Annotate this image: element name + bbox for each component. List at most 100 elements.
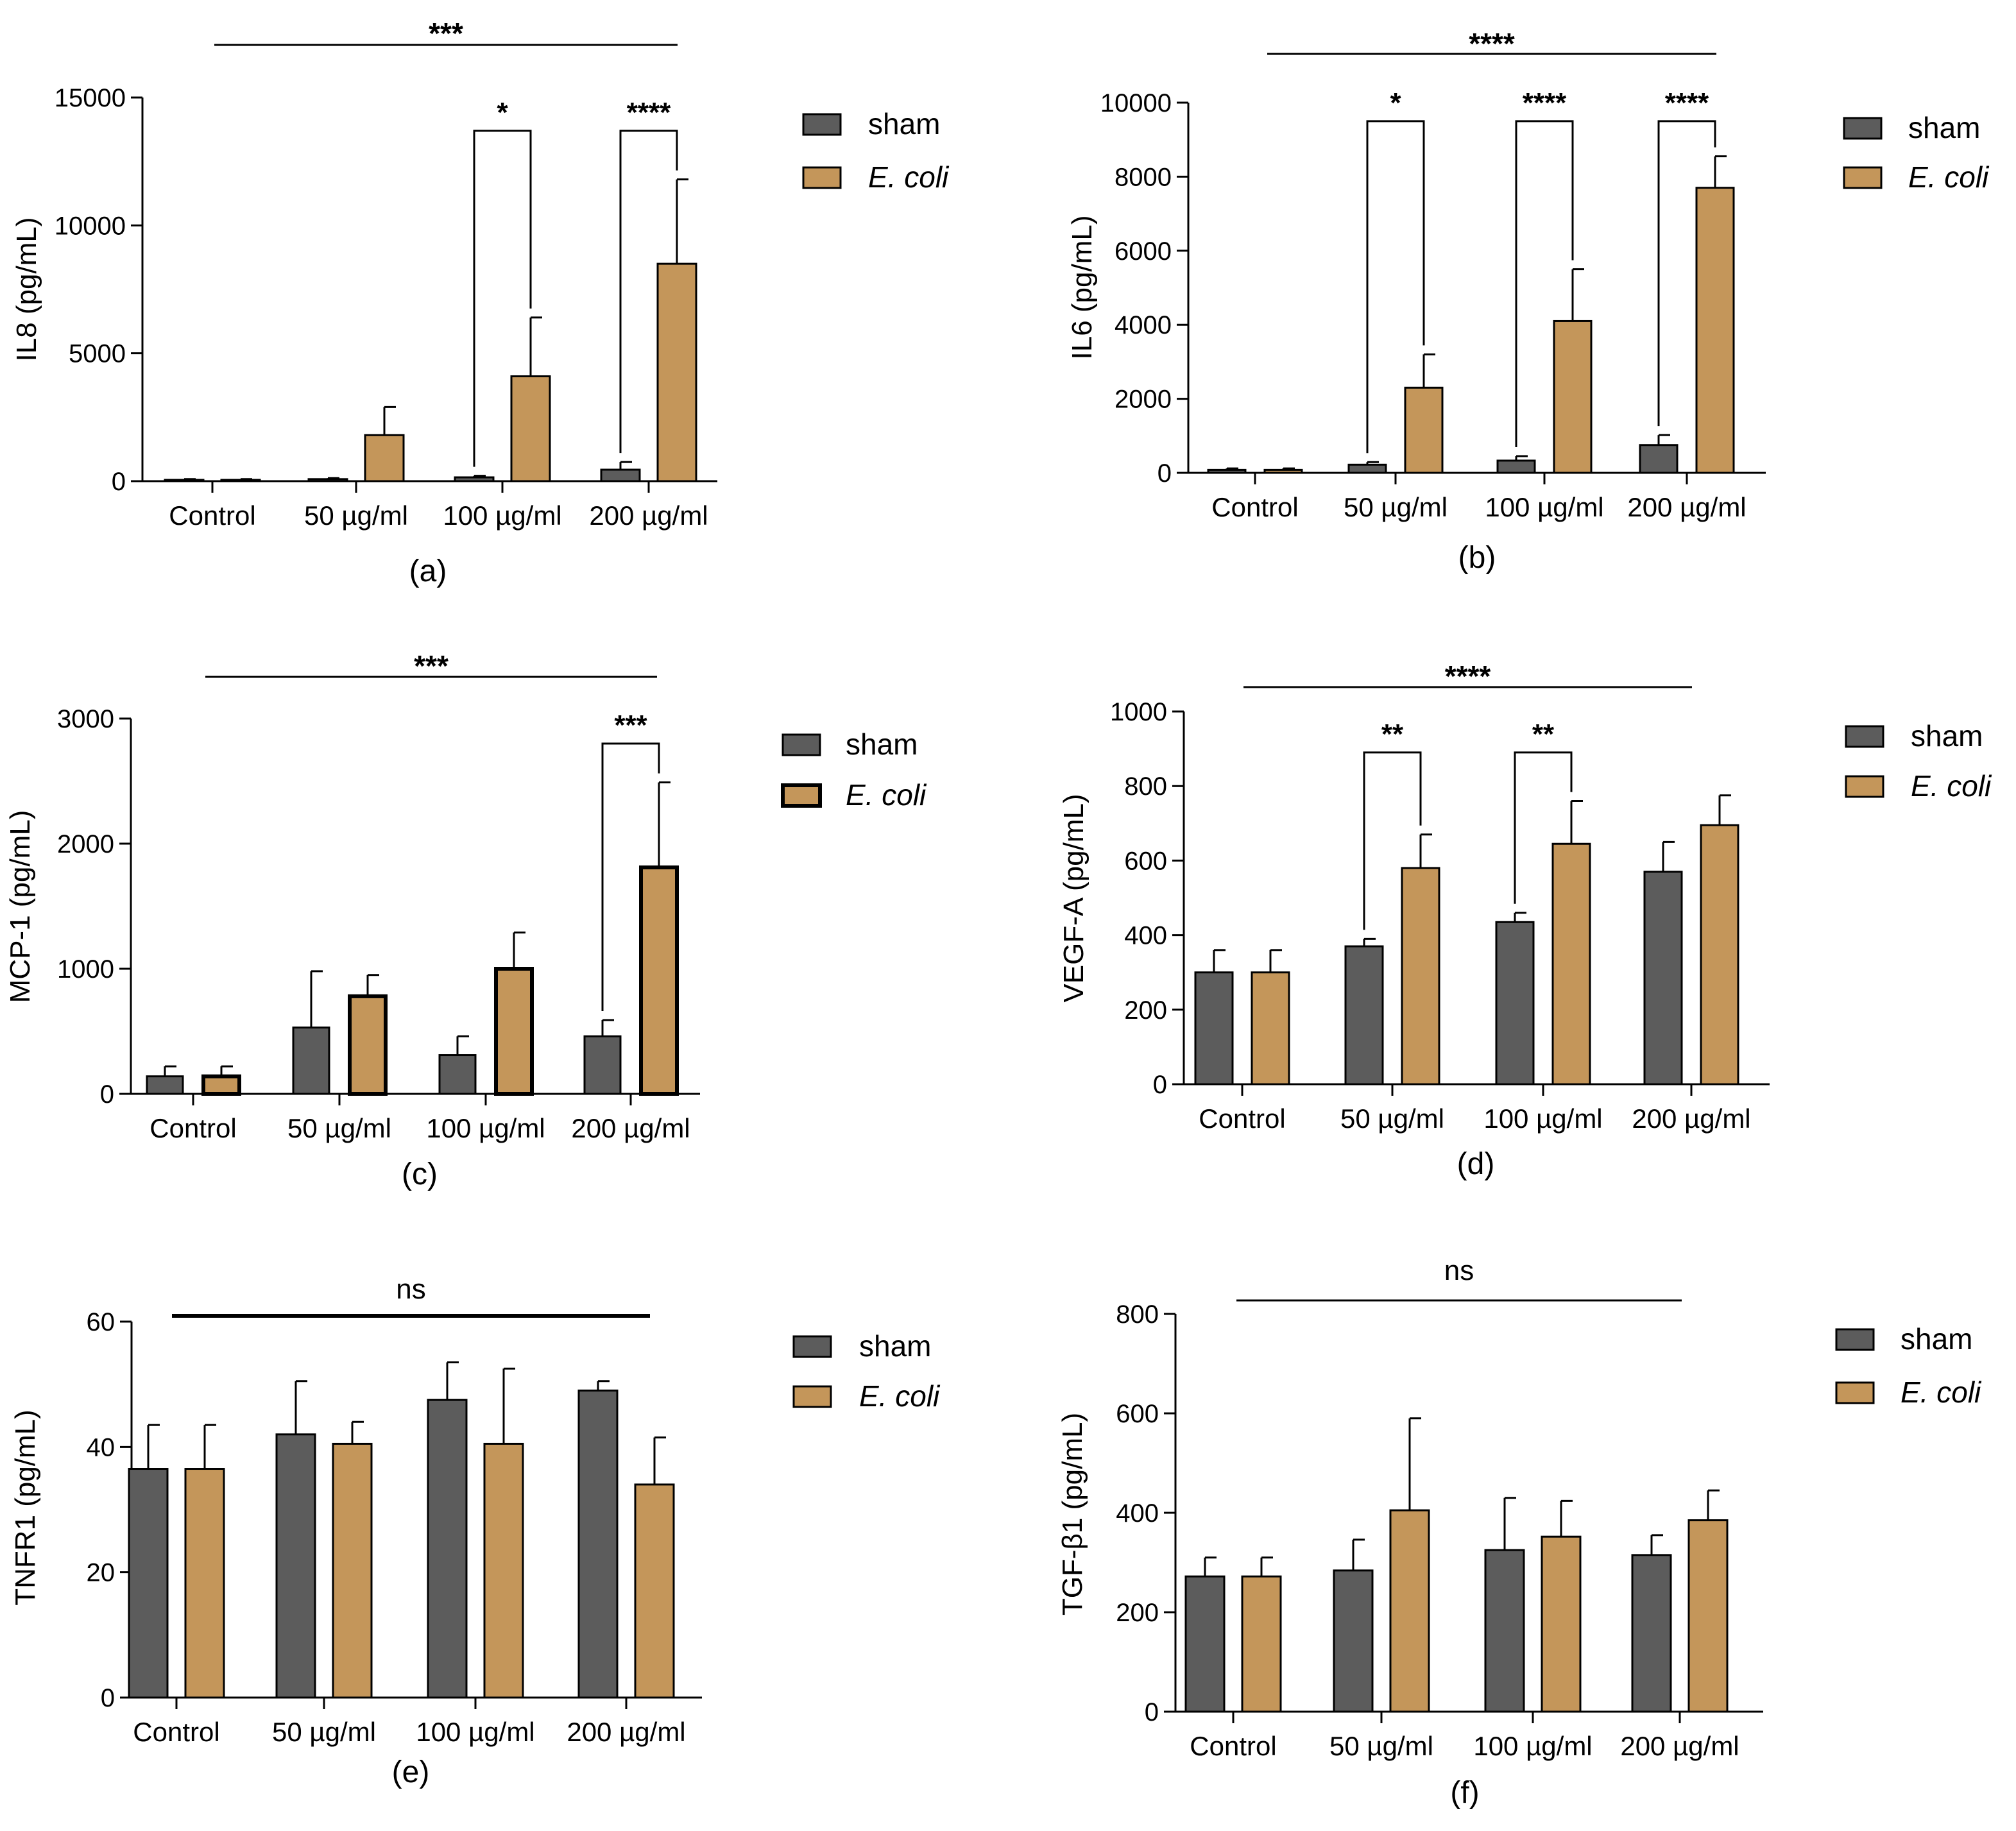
x-tick-label: 50 µg/ml (287, 1113, 391, 1143)
y-axis-title: VEGF-A (pg/mL) (1058, 794, 1089, 1002)
sham-bar-2 (292, 1026, 330, 1095)
y-tick-label: 0 (112, 468, 126, 496)
x-tick-label: Control (1199, 1103, 1285, 1134)
ecoli-bar-4 (634, 1483, 675, 1699)
ecoli-bar-3 (494, 967, 534, 1096)
legend-label-ecoli: E. coli (846, 778, 927, 812)
sham-bar-1 (1207, 468, 1247, 474)
pair-significance-label: **** (1523, 87, 1567, 119)
legend-swatch-sham (782, 733, 821, 756)
ecoli-bar-1 (1263, 468, 1303, 474)
y-tick-label: 4000 (1115, 311, 1172, 339)
x-tick-label: Control (169, 500, 255, 531)
pair-significance-bracket (601, 742, 660, 1011)
y-tick-label: 2000 (1115, 386, 1172, 414)
panel-label: (f) (1450, 1776, 1479, 1810)
y-tick-label: 0 (1157, 459, 1172, 488)
x-tick-label: Control (1211, 492, 1298, 522)
sham-bar-2 (1333, 1569, 1374, 1713)
y-tick-label: 8000 (1115, 163, 1172, 191)
x-tick-label: 200 µg/ml (1620, 1731, 1739, 1761)
y-tick-label: 800 (1116, 1300, 1159, 1329)
ecoli-bar-3 (510, 375, 551, 482)
sham-bar-3 (1484, 1549, 1525, 1713)
sham-bar-1 (1194, 971, 1234, 1086)
ecoli-bar-3 (483, 1442, 524, 1699)
x-tick-label: 200 µg/ml (571, 1113, 690, 1143)
x-tick-label: 50 µg/ml (1340, 1103, 1444, 1134)
panel-label: (e) (392, 1755, 430, 1789)
sham-bar-1 (128, 1468, 169, 1699)
y-tick-label: 0 (101, 1684, 115, 1712)
y-axis-title: TGF-β1 (pg/mL) (1057, 1413, 1088, 1615)
ecoli-bar-2 (1404, 386, 1444, 474)
sham-bar-4 (1643, 871, 1683, 1086)
y-tick-label: 2000 (57, 830, 114, 858)
x-tick-label: 100 µg/ml (1485, 492, 1603, 522)
chart-panel-3: 0 1000 2000 3000 MCP-1 (pg/mL) Control 50 µg/m… (4, 649, 927, 1191)
x-tick-label: Control (1190, 1731, 1276, 1761)
chart-panel-4: 0 200 400 600 800 1000 VEGF-A (pg/mL) Control 50… (1058, 660, 1992, 1181)
ecoli-bar-2 (332, 1442, 373, 1699)
overall-significance-label: **** (1445, 660, 1491, 693)
legend-label-sham: sham (1908, 111, 1980, 144)
y-tick-label: 200 (1116, 1599, 1159, 1627)
legend-swatch-sham (1843, 117, 1883, 140)
ecoli-bar-1 (1251, 971, 1290, 1086)
ecoli-bar-2 (1389, 1509, 1430, 1713)
legend: sham E. coli (1843, 111, 1990, 194)
overall-significance-label: ns (1444, 1255, 1474, 1286)
y-tick-label: 400 (1116, 1499, 1159, 1528)
sham-bar-4 (1631, 1554, 1672, 1713)
x-tick-label: 100 µg/ml (1483, 1103, 1602, 1134)
y-axis-title: TNFR1 (pg/mL) (10, 1409, 41, 1606)
x-tick-label: Control (149, 1113, 236, 1143)
legend-label-ecoli: E. coli (1908, 160, 1990, 194)
sham-bar-2 (275, 1433, 316, 1699)
sham-bar-1 (146, 1075, 184, 1095)
pair-significance-label: **** (627, 97, 671, 128)
x-tick-label: Control (133, 1717, 219, 1747)
pair-significance-bracket (1515, 120, 1574, 448)
legend-swatch-ecoli (1845, 775, 1884, 798)
x-tick-label: 100 µg/ml (443, 500, 561, 531)
overall-significance-label: *** (429, 17, 463, 50)
ecoli-bar-3 (1541, 1535, 1582, 1713)
pair-significance-bracket (1657, 120, 1716, 427)
sham-bar-4 (600, 468, 641, 482)
x-tick-label: 50 µg/ml (1344, 492, 1448, 522)
sham-bar-3 (1495, 921, 1535, 1086)
y-tick-label: 0 (1153, 1071, 1167, 1099)
x-tick-label: 100 µg/ml (1473, 1731, 1592, 1761)
y-tick-label: 400 (1124, 922, 1167, 950)
legend-swatch-ecoli (792, 1385, 832, 1408)
y-axis-title: MCP-1 (pg/mL) (4, 810, 36, 1003)
legend: sham E. coli (802, 107, 950, 194)
x-tick-label: 50 µg/ml (304, 500, 408, 531)
pair-significance-label: ** (1532, 719, 1555, 750)
legend-label-sham: sham (859, 1329, 931, 1363)
legend-swatch-ecoli (802, 166, 842, 189)
ecoli-bar-3 (1551, 842, 1591, 1086)
x-tick-label: 200 µg/ml (1632, 1103, 1750, 1134)
y-tick-label: 0 (100, 1080, 114, 1109)
ecoli-bar-2 (1401, 867, 1440, 1086)
legend-label-ecoli: E. coli (1901, 1375, 1982, 1409)
y-tick-label: 15000 (55, 84, 126, 112)
ecoli-bar-4 (1700, 824, 1739, 1086)
legend: sham E. coli (1845, 719, 1992, 803)
y-tick-label: 800 (1124, 772, 1167, 801)
overall-significance-label: ns (396, 1273, 425, 1305)
ecoli-bar-4 (1695, 187, 1735, 474)
overall-significance-label: *** (414, 649, 448, 683)
sham-bar-3 (438, 1054, 477, 1095)
sham-bar-4 (583, 1035, 622, 1095)
pair-significance-bracket (1363, 751, 1422, 930)
x-tick-label: 50 µg/ml (1329, 1731, 1433, 1761)
legend-swatch-sham (1835, 1328, 1875, 1351)
legend-swatch-ecoli (1835, 1381, 1875, 1404)
panel-label: (d) (1457, 1147, 1495, 1181)
sham-bar-4 (1639, 444, 1679, 474)
ecoli-bar-3 (1553, 319, 1593, 474)
ecoli-bar-4 (1687, 1519, 1729, 1713)
